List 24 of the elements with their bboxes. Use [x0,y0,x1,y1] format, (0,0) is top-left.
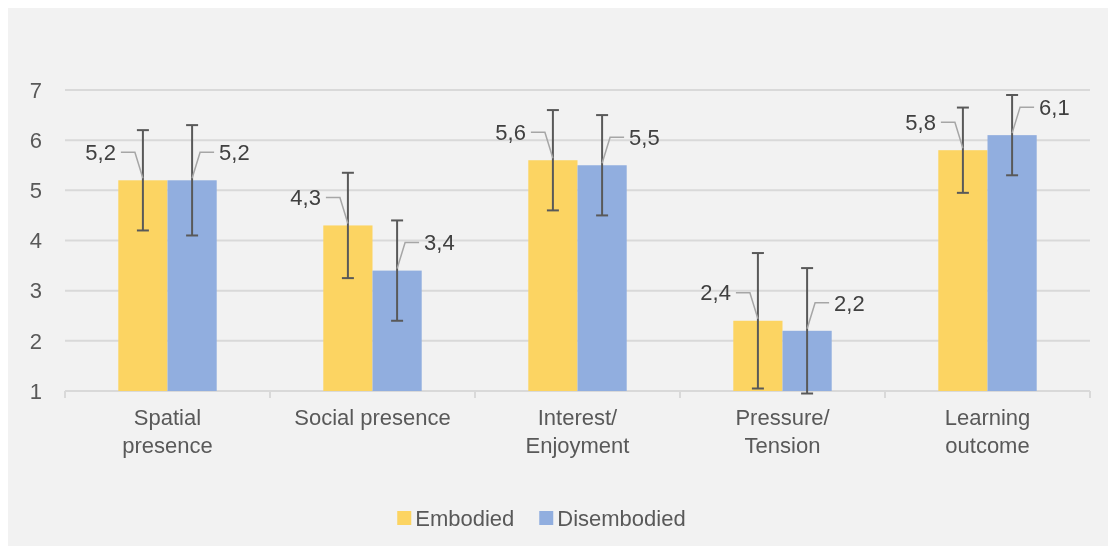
legend-label: Embodied [415,505,515,531]
x-tick-label: Spatial presence [122,405,213,458]
data-label: 2,4 [700,280,731,306]
data-label: 3,4 [424,230,455,256]
y-tick-label: 7 [29,77,42,103]
data-label: 5,2 [219,140,250,165]
data-label: 6,1 [1039,94,1070,120]
x-tick-label: Learning outcome [944,405,1031,458]
data-label: 4,3 [290,185,321,211]
x-tick-label: Social presence [294,405,451,430]
y-tick-label: 4 [29,228,42,254]
data-label: 2,2 [834,290,865,316]
legend-label: Disembodied [557,505,686,531]
x-tick-label: Interest/Enjoyment [525,405,630,458]
x-tick-label: Pressure/Tension [735,405,831,458]
y-tick-label: 5 [29,178,42,204]
y-tick-label: 1 [29,378,42,404]
data-label: 5,8 [905,109,936,135]
data-label: 5,2 [85,140,116,165]
data-label: 5,6 [495,119,526,145]
data-label: 5,5 [629,124,660,150]
y-tick-label: 6 [29,127,42,153]
y-tick-label: 3 [29,278,42,304]
y-tick-label: 2 [29,328,42,354]
